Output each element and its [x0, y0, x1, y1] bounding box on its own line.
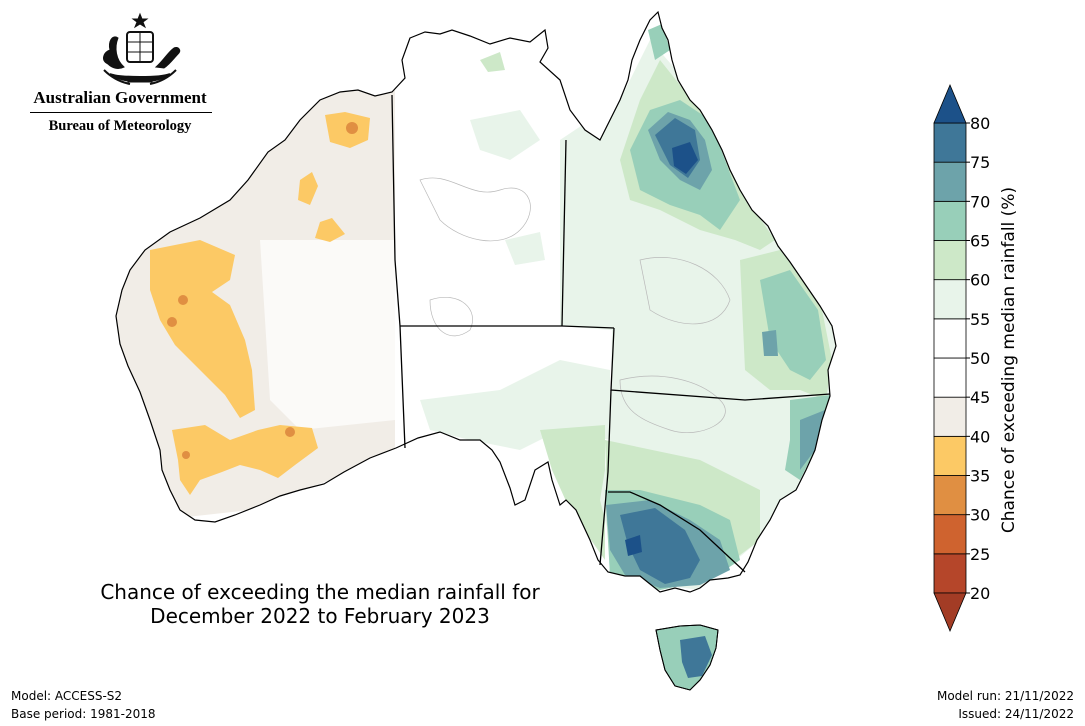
colorbar-band-25-30 — [933, 514, 967, 555]
bureau-name: Bureau of Meteorology — [48, 118, 192, 134]
bom-logo: Australian Government Bureau of Meteorol… — [20, 8, 220, 138]
colorbar-band-75-80 — [933, 122, 967, 163]
colorbar-band-65-70 — [933, 200, 967, 241]
colorbar-tick-label: 55 — [970, 310, 990, 329]
colorbar-tick-label: 35 — [970, 467, 990, 486]
colorbar-band-40-45 — [933, 396, 967, 437]
colorbar-tick-label: 80 — [970, 114, 990, 133]
government-name: Australian Government — [33, 88, 207, 107]
colorbar-band-55-60 — [933, 279, 967, 320]
footer-right: Model run: 21/11/2022 Issued: 24/11/2022 — [937, 687, 1074, 723]
base-period: Base period: 1981-2018 — [11, 707, 156, 721]
colorbar-band-30-35 — [933, 475, 967, 516]
colorbar-label: Chance of exceeding median rainfall (%) — [999, 187, 1019, 533]
colorbar-tick-label: 25 — [970, 545, 990, 564]
colorbar-tick-label: 75 — [970, 153, 990, 172]
colorbar-tick-label: 20 — [970, 584, 990, 603]
colorbar-band-45-50 — [933, 357, 967, 398]
colorbar-band-35-40 — [933, 435, 967, 476]
issued-date: Issued: 24/11/2022 — [958, 707, 1074, 721]
map-title-line-1: Chance of exceeding the median rainfall … — [100, 580, 540, 604]
logo-divider — [30, 112, 212, 113]
colorbar-tick-label: 65 — [970, 232, 990, 251]
colorbar-tick-label: 70 — [970, 192, 990, 211]
colorbar-under-arrow — [933, 592, 967, 633]
map-title: Chance of exceeding the median rainfall … — [60, 580, 580, 628]
colorbar-band-20-25 — [933, 553, 967, 594]
colorbar-tick-label: 40 — [970, 427, 990, 446]
map-title-line-2: December 2022 to February 2023 — [150, 604, 490, 628]
colorbar-band-50-55 — [933, 318, 967, 359]
model-run-date: Model run: 21/11/2022 — [936, 689, 1074, 703]
model-name: Model: ACCESS-S2 — [11, 689, 123, 703]
commonwealth-coat-of-arms-icon — [103, 12, 181, 85]
colorbar: 20 25 30 35 40 45 50 55 60 65 70 75 80 Chance of exc… — [933, 83, 1019, 633]
colorbar-over-arrow — [933, 83, 967, 124]
colorbar-tick-label: 30 — [970, 506, 990, 525]
footer-left: Model: ACCESS-S2 Base period: 1981-2018 — [11, 687, 156, 723]
colorbar-tick-label: 45 — [970, 388, 990, 407]
colorbar-band-60-65 — [933, 240, 967, 281]
colorbar-tick-label: 60 — [970, 271, 990, 290]
colorbar-tick-label: 50 — [970, 349, 990, 368]
colorbar-band-70-75 — [933, 161, 967, 202]
